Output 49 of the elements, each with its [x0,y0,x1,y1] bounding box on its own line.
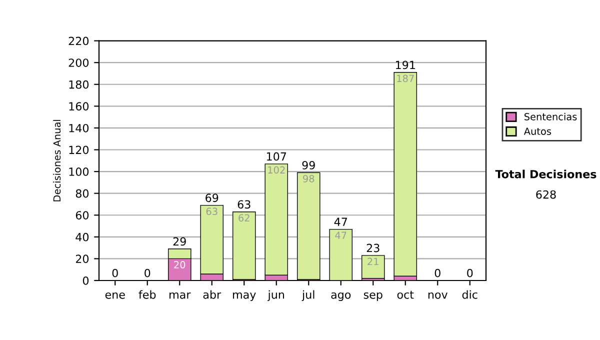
data-label: 47 [335,232,346,239]
x-tick-label: may [233,292,256,301]
y-tick-label: 80 [76,189,89,198]
x-tick-label: oct [397,290,414,299]
legend-label: Sentencias [524,112,577,120]
y-tick-label: 200 [68,58,89,67]
x-tick-label: jun [268,290,284,301]
x-tick-label: feb [138,290,156,299]
data-label: 62 [238,214,250,222]
x-tick-label: sep [364,292,382,301]
y-tick-label: 100 [69,168,89,176]
legend-label: Autos [524,128,552,135]
data-label: 187 [397,74,414,82]
x-tick-label: abr [203,290,222,299]
total-label: 99 [302,160,315,170]
y-tick-label: 60 [76,211,89,220]
total-label: 63 [238,200,250,209]
y-tick-label: 220 [68,36,89,46]
total-label: 191 [396,60,415,70]
x-tick-label: mar [170,292,191,299]
data-label: 98 [303,174,314,182]
x-tick-label: ene [105,292,125,299]
y-axis-title: Decisiones Anual [53,120,61,202]
x-tick-label: jul [302,290,314,301]
total-label: 23 [366,244,380,252]
y-tick-label: 140 [69,124,89,132]
y-tick-label: 120 [69,146,89,154]
total-label: 29 [173,237,186,246]
y-tick-label: 20 [76,254,89,264]
text: 628 [536,190,556,199]
total-label: 0 [112,268,118,278]
x-tick-label: ago [331,292,351,301]
total-label: 47 [334,218,347,226]
x-tick-label: nov [428,292,448,299]
data-label: 21 [368,258,378,266]
data-label: 20 [174,261,186,268]
y-tick-label: 0 [82,276,89,285]
total-label: 0 [467,268,473,278]
total-label: 0 [144,268,150,278]
total-label: 107 [266,152,286,161]
y-tick-label: 160 [69,102,89,111]
data-label: 63 [206,208,218,216]
x-tick-label: dic [462,290,478,299]
y-tick-label: 40 [76,232,89,242]
total-label: 0 [434,268,440,278]
text: Total Decisiones [495,170,596,178]
y-tick-label: 180 [69,80,89,89]
total-label: 69 [206,194,218,202]
data-label: 102 [268,166,285,174]
